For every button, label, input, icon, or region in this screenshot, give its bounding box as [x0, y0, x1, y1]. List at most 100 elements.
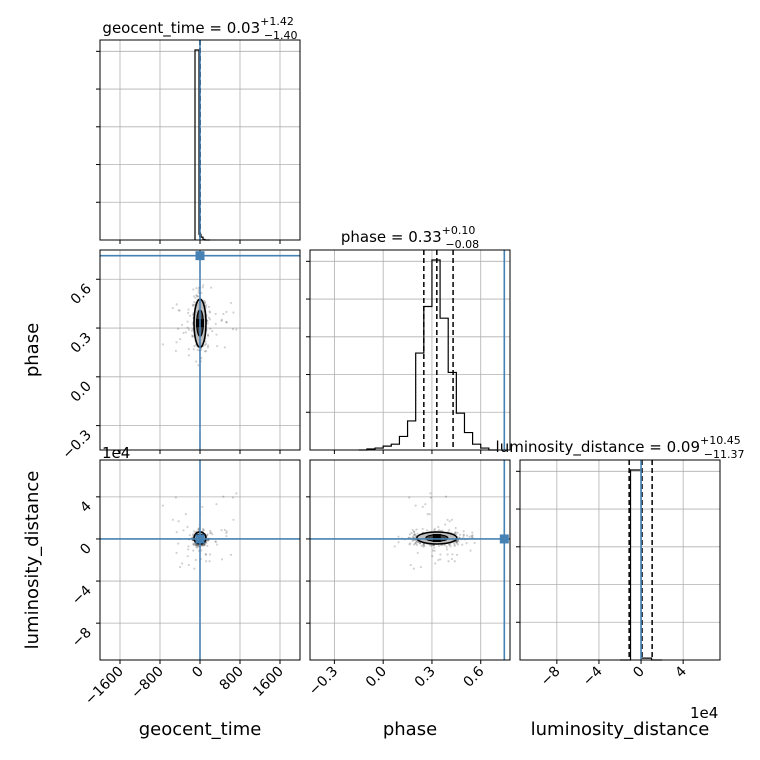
- sample-point: [206, 319, 209, 323]
- sample-point: [449, 545, 452, 548]
- sample-point: [214, 322, 217, 326]
- density-peak: [432, 534, 441, 542]
- sample-point: [225, 530, 228, 533]
- sample-point: [471, 531, 474, 534]
- sample-point: [446, 553, 449, 556]
- ylabel-phase: phase: [22, 323, 43, 377]
- sample-point: [448, 543, 451, 546]
- sample-point: [415, 541, 418, 544]
- sample-point: [462, 530, 465, 533]
- sample-point: [432, 544, 435, 547]
- sample-point: [471, 536, 474, 539]
- title-geocent-time-plus: +1.42: [260, 15, 294, 28]
- title-geocent-time-minus: −1.40: [264, 29, 298, 42]
- sample-point: [177, 309, 180, 312]
- sample-point: [411, 535, 415, 538]
- sample-point: [220, 529, 223, 532]
- sample-point: [187, 563, 190, 567]
- sample-point: [207, 334, 210, 337]
- sample-point: [457, 540, 460, 543]
- sample-point: [203, 300, 206, 303]
- xlabel-geocent-time: geocent_time: [139, 719, 262, 740]
- sample-point: [428, 513, 431, 516]
- title-geocent-time-label: geocent_time: [102, 19, 204, 38]
- sample-point: [455, 553, 459, 556]
- sample-point: [455, 541, 459, 544]
- sample-point: [413, 533, 417, 536]
- truth-marker: [195, 534, 205, 544]
- sample-point: [469, 549, 472, 552]
- sample-point: [207, 539, 210, 542]
- sample-point: [201, 505, 204, 508]
- sample-point: [205, 542, 208, 545]
- sample-point: [220, 558, 224, 561]
- sample-point: [432, 544, 436, 547]
- sample-point: [195, 293, 198, 297]
- sample-point: [206, 322, 209, 325]
- sample-point: [179, 337, 182, 341]
- sample-point: [412, 533, 416, 536]
- y-tick-label: −4: [69, 583, 95, 609]
- panel-background-luminosity_distance: [520, 460, 720, 660]
- sample-point: [194, 296, 197, 299]
- truth-marker: [499, 534, 509, 544]
- panel-background: [310, 460, 510, 660]
- sample-point: [175, 551, 178, 555]
- sample-point: [196, 295, 199, 298]
- x-tick-label: 0.6: [461, 663, 488, 690]
- sample-point: [416, 540, 419, 544]
- sample-point: [192, 288, 195, 291]
- sample-point: [195, 544, 198, 547]
- sample-point: [454, 526, 457, 530]
- sample-point: [184, 331, 187, 334]
- sample-point: [416, 532, 419, 535]
- sample-point: [223, 346, 226, 349]
- sample-point: [193, 567, 196, 570]
- sample-point: [194, 558, 197, 562]
- sample-point: [411, 528, 414, 532]
- sample-point: [180, 323, 184, 326]
- sample-point: [418, 542, 422, 545]
- sample-point: [225, 310, 228, 313]
- panel-frame: [99, 459, 301, 661]
- sample-point: [431, 549, 435, 552]
- panel-frame: [519, 459, 721, 661]
- sample-point: [210, 531, 213, 534]
- sample-point: [433, 546, 436, 549]
- y-tick-label: −8: [69, 625, 95, 651]
- sample-point: [448, 520, 451, 523]
- sample-point: [208, 553, 212, 556]
- sample-point: [393, 545, 396, 548]
- sample-point: [450, 557, 453, 561]
- sample-point: [196, 544, 200, 547]
- panel-background-phase: [310, 250, 510, 450]
- sample-point: [204, 349, 208, 353]
- sample-point: [456, 543, 460, 546]
- sample-point: [231, 496, 235, 499]
- sample-point: [429, 496, 432, 499]
- sample-point: [414, 504, 417, 507]
- ylabel-luminosity-distance: luminosity_distance: [22, 471, 43, 650]
- x-tick-label: 800: [217, 664, 247, 694]
- sample-point: [204, 342, 208, 346]
- sample-point: [445, 548, 449, 551]
- sample-point: [465, 542, 468, 545]
- sample-point: [192, 295, 196, 298]
- sample-point: [409, 563, 412, 567]
- sample-point: [197, 544, 200, 547]
- sample-point: [471, 534, 474, 537]
- sample-point: [214, 312, 217, 316]
- sample-point: [215, 344, 219, 348]
- sample-point: [210, 286, 213, 289]
- sample-point: [175, 303, 178, 306]
- sample-point: [161, 343, 164, 346]
- sample-point: [462, 534, 465, 537]
- sample-point: [195, 360, 198, 363]
- sample-point: [229, 301, 233, 305]
- sample-point: [209, 327, 212, 330]
- sample-point: [195, 287, 198, 290]
- x-tick-label: 0.0: [363, 664, 390, 691]
- sample-point: [433, 527, 436, 531]
- sample-point: [211, 533, 214, 536]
- sample-point: [175, 531, 178, 534]
